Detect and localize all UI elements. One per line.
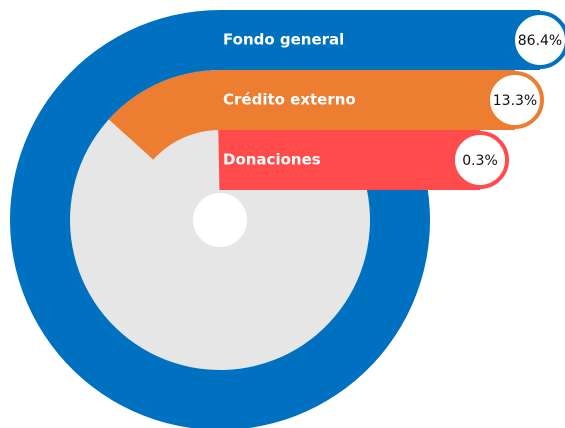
value-label: 86.4%	[518, 33, 562, 49]
series-label: Donaciones	[223, 151, 321, 169]
value-label: 0.3%	[462, 153, 498, 169]
value-badge	[486, 71, 544, 129]
value-badge	[451, 131, 509, 189]
label-band	[220, 10, 540, 70]
radial-bar	[108, 70, 220, 160]
label-band	[220, 70, 515, 130]
series-label: Crédito externo	[223, 91, 356, 109]
value-badge	[511, 11, 565, 69]
radial-bar	[218, 130, 220, 191]
center-hole	[193, 193, 247, 247]
value-label: 13.3%	[493, 93, 537, 109]
series-label: Fondo general	[223, 31, 344, 49]
label-band	[220, 130, 480, 190]
